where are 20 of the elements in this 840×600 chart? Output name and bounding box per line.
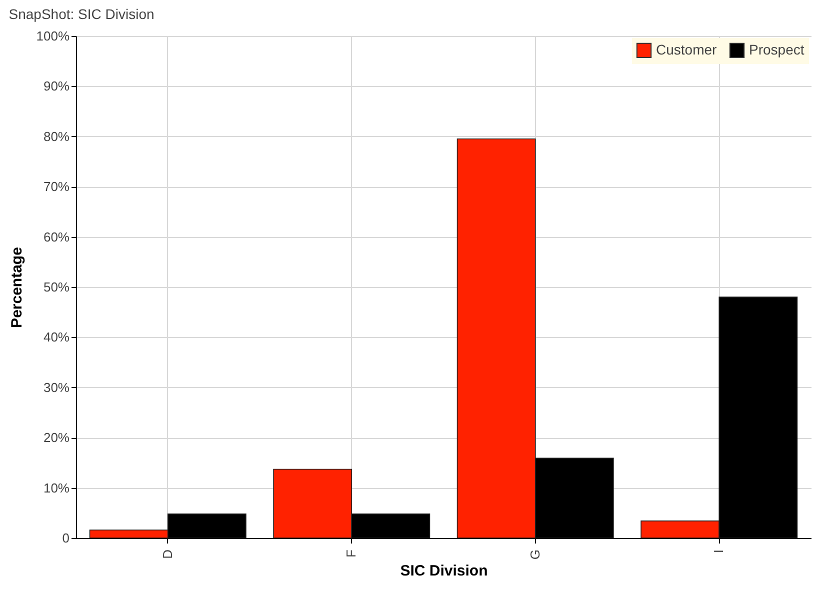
y-tick-label: 90% xyxy=(43,78,70,94)
legend-label: Customer xyxy=(656,41,718,58)
legend-label: Prospect xyxy=(749,41,804,58)
y-tick-label: 20% xyxy=(43,430,70,446)
y-tick-label: 80% xyxy=(43,128,70,144)
x-tick-label: I xyxy=(711,550,726,554)
y-tick-label: 50% xyxy=(43,280,70,294)
y-tick-label: 40% xyxy=(43,330,70,345)
y-axis-title: Percentage xyxy=(8,247,26,328)
y-tick-label: 100% xyxy=(36,28,70,44)
y-tick-label: 10% xyxy=(43,480,70,496)
chart-title: SnapShot: SIC Division xyxy=(8,6,154,22)
x-tick-label: F xyxy=(344,549,359,558)
y-tick-label: 70% xyxy=(43,179,70,194)
x-tick-label: G xyxy=(527,550,542,560)
y-tick-label: 60% xyxy=(43,229,70,244)
x-tick-label: D xyxy=(160,550,175,559)
y-tick-label: 30% xyxy=(43,380,70,395)
x-axis-title: SIC Division xyxy=(400,562,488,580)
y-tick-label: 0 xyxy=(62,530,70,546)
